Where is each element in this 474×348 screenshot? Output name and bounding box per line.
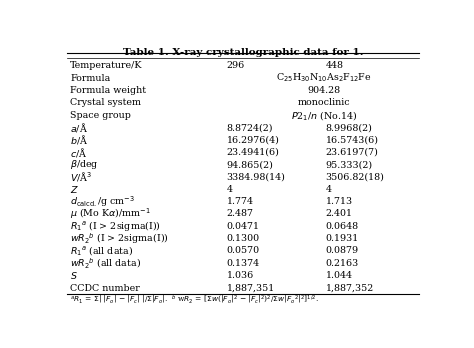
Text: $^a$$R_1$ = $\Sigma$| |$F_o$| $-$ |$F_c$| |/$\Sigma$|$F_o$|.  $^b$ w$R_2$ = [$\S: $^a$$R_1$ = $\Sigma$| |$F_o$| $-$ |$F_c$…	[70, 294, 319, 307]
Text: $\beta$/deg: $\beta$/deg	[70, 158, 99, 171]
Text: 16.2976(4): 16.2976(4)	[227, 135, 279, 144]
Text: 94.865(2): 94.865(2)	[227, 160, 273, 169]
Text: 3384.98(14): 3384.98(14)	[227, 173, 285, 181]
Text: $V$/Å$^3$: $V$/Å$^3$	[70, 171, 92, 183]
Text: 0.0879: 0.0879	[326, 246, 359, 255]
Text: $R_1$$^a$ (all data): $R_1$$^a$ (all data)	[70, 245, 134, 258]
Text: 23.6197(7): 23.6197(7)	[326, 148, 378, 157]
Text: 2.401: 2.401	[326, 209, 353, 219]
Text: 8.9968(2): 8.9968(2)	[326, 123, 373, 132]
Text: 23.4941(6): 23.4941(6)	[227, 148, 279, 157]
Text: 1.044: 1.044	[326, 271, 353, 280]
Text: 0.2163: 0.2163	[326, 259, 359, 268]
Text: 4: 4	[227, 185, 232, 194]
Text: 1.713: 1.713	[326, 197, 353, 206]
Text: C$_{25}$H$_{30}$N$_{10}$As$_2$F$_{12}$Fe: C$_{25}$H$_{30}$N$_{10}$As$_2$F$_{12}$Fe	[276, 72, 372, 85]
Text: monoclinic: monoclinic	[297, 98, 350, 108]
Text: $wR_2$$^b$ (I > 2sigma(I)): $wR_2$$^b$ (I > 2sigma(I))	[70, 231, 169, 246]
Text: Crystal system: Crystal system	[70, 98, 141, 108]
Text: Table 1. X-ray crystallographic data for 1.: Table 1. X-ray crystallographic data for…	[123, 48, 363, 57]
Text: 0.0648: 0.0648	[326, 222, 359, 231]
Text: 0.1931: 0.1931	[326, 234, 359, 243]
Text: 448: 448	[326, 61, 344, 70]
Text: 2.487: 2.487	[227, 209, 254, 219]
Text: $wR_2$$^b$ (all data): $wR_2$$^b$ (all data)	[70, 256, 141, 270]
Text: 1,887,351: 1,887,351	[227, 284, 274, 293]
Text: $c$/Å: $c$/Å	[70, 146, 88, 159]
Text: 8.8724(2): 8.8724(2)	[227, 123, 273, 132]
Text: $a$/Å: $a$/Å	[70, 121, 88, 134]
Text: $Z$: $Z$	[70, 184, 79, 195]
Text: 0.0570: 0.0570	[227, 246, 260, 255]
Text: 3506.82(18): 3506.82(18)	[326, 173, 384, 181]
Text: 95.333(2): 95.333(2)	[326, 160, 373, 169]
Text: 296: 296	[227, 61, 245, 70]
Text: $b$/Å: $b$/Å	[70, 133, 89, 147]
Text: 16.5743(6): 16.5743(6)	[326, 135, 379, 144]
Text: 904.28: 904.28	[307, 86, 340, 95]
Text: Formula weight: Formula weight	[70, 86, 146, 95]
Text: $P$2$_1$/$n$ (No.14): $P$2$_1$/$n$ (No.14)	[291, 109, 357, 122]
Text: 0.1374: 0.1374	[227, 259, 260, 268]
Text: Formula: Formula	[70, 74, 110, 83]
Text: 4: 4	[326, 185, 332, 194]
Text: 1,887,352: 1,887,352	[326, 284, 374, 293]
Text: 1.774: 1.774	[227, 197, 254, 206]
Text: $\mu$ (Mo K$\alpha$)/mm$^{-1}$: $\mu$ (Mo K$\alpha$)/mm$^{-1}$	[70, 207, 151, 221]
Text: 0.1300: 0.1300	[227, 234, 260, 243]
Text: 1.036: 1.036	[227, 271, 254, 280]
Text: CCDC number: CCDC number	[70, 284, 140, 293]
Text: Temperature/K: Temperature/K	[70, 61, 143, 70]
Text: 0.0471: 0.0471	[227, 222, 259, 231]
Text: $d_\mathrm{calcd.}$/g cm$^{-3}$: $d_\mathrm{calcd.}$/g cm$^{-3}$	[70, 194, 136, 209]
Text: Space group: Space group	[70, 111, 131, 120]
Text: $S$: $S$	[70, 270, 78, 281]
Text: $R_1$$^a$ (I > 2sigma(I)): $R_1$$^a$ (I > 2sigma(I))	[70, 219, 161, 233]
